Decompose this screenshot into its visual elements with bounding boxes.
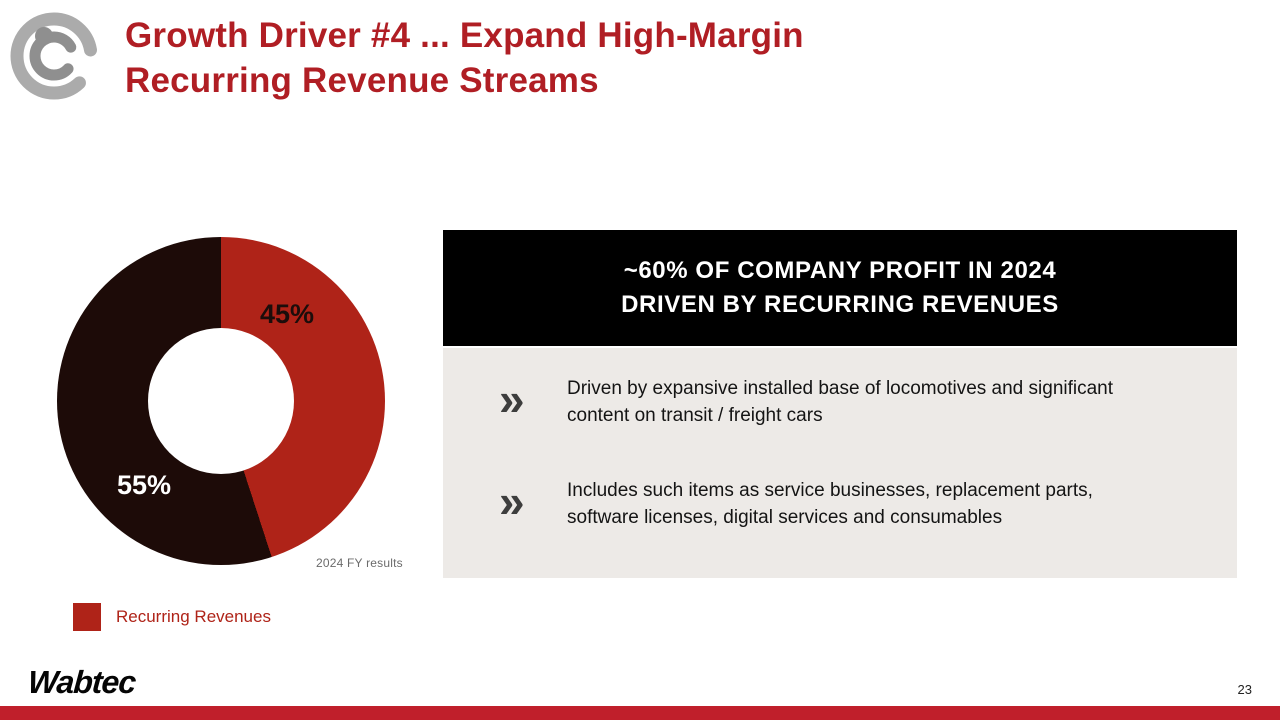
bullet-text: Driven by expansive installed base of lo… [567,378,1114,426]
headline-line-2: DRIVEN BY RECURRING REVENUES [621,291,1059,318]
double-chevron-icon: » [499,373,525,425]
headline-line-1: ~60% OF COMPANY PROFIT IN 2024 [623,257,1057,284]
donut-chart: 45% 55% [57,237,385,565]
legend-label: Recurring Revenues [116,607,271,626]
bullets-panel: » Driven by expansive installed base of … [443,348,1237,578]
bullet-item: » Includes such items as service busines… [499,478,1189,531]
page-number: 23 [1237,682,1252,697]
slice-label-recurring: 45% [260,299,315,329]
bullet-item: » Driven by expansive installed base of … [499,376,1189,429]
legend-swatch [73,603,101,631]
slide-title-line-2: Recurring Revenue Streams [125,60,599,100]
donut-hole [148,328,294,474]
wabtec-wordmark: Wabtec [26,664,137,700]
double-chevron-icon: » [499,475,525,527]
slice-label-other: 55% [117,470,172,500]
wabtec-emblem-icon [10,12,98,100]
bullet-text: Includes such items as service businesse… [567,480,1093,528]
headline-banner: ~60% OF COMPANY PROFIT IN 2024 DRIVEN BY… [443,230,1237,346]
slide-title: Growth Driver #4 ... Expand High-Margin … [125,14,1105,104]
bottom-accent-bar [0,706,1280,720]
chart-caption: 2024 FY results [316,556,403,570]
slide-title-line-1: Growth Driver #4 ... Expand High-Margin [125,16,804,55]
chart-legend: Recurring Revenues [73,602,271,632]
